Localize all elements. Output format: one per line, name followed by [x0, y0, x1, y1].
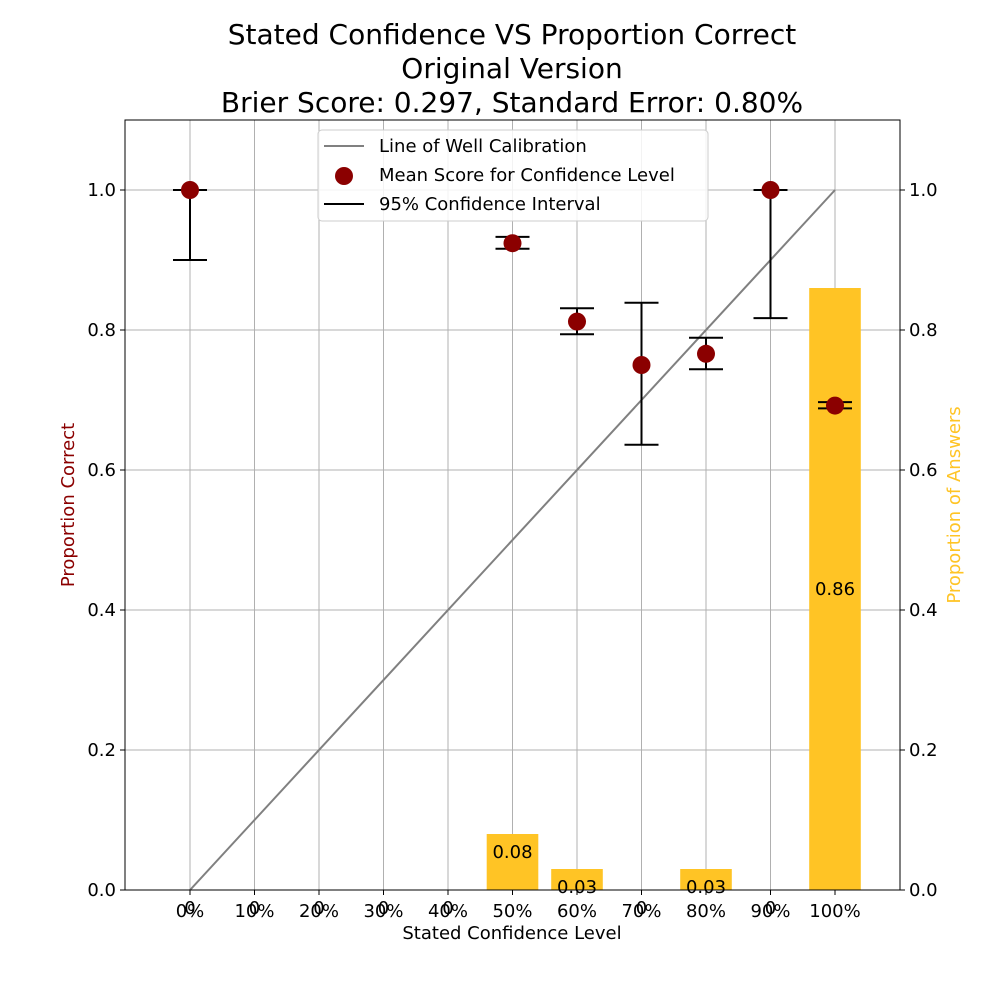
right-y-tick-label: 0.0: [909, 880, 938, 901]
mean-score-point: [503, 234, 522, 253]
x-tick-label: 70%: [621, 901, 661, 922]
right-y-axis-label: Proportion of Answers: [944, 406, 965, 603]
chart-title: Stated Confidence VS Proportion Correct …: [221, 18, 803, 119]
x-tick-label: 90%: [750, 901, 790, 922]
x-tick-label: 100%: [809, 901, 860, 922]
bar-value-label: 0.86: [815, 579, 855, 600]
left-y-tick-label: 0.4: [87, 600, 116, 621]
mean-score-point: [568, 312, 586, 331]
x-tick-label: 80%: [686, 901, 726, 922]
bar-value-label: 0: [765, 898, 776, 919]
answer-bar-100%: [809, 288, 861, 890]
right-y-axis-ticks: 0.0 0.2 0.4 0.6 0.8 1.0: [900, 180, 938, 901]
legend-mean-score-swatch: [335, 167, 353, 185]
calibration-line: [189, 189, 836, 891]
mean-score-point: [697, 344, 715, 363]
mean-score-point: [632, 356, 651, 374]
calibration-line-series: [189, 189, 836, 891]
bar-series: [486, 288, 861, 890]
bar-value-label: 0.08: [492, 842, 532, 863]
right-y-tick-label: 0.2: [909, 740, 938, 761]
left-y-axis-label: Proportion Correct: [58, 423, 79, 587]
bar-value-label: 0: [313, 898, 324, 919]
legend-ci-label: 95% Confidence Interval: [379, 194, 601, 215]
x-tick-label: 10%: [234, 901, 274, 922]
left-y-tick-label: 0.2: [87, 740, 116, 761]
x-axis-label: Stated Confidence Level: [402, 923, 621, 944]
title-line-1: Stated Confidence VS Proportion Correct: [228, 18, 797, 51]
legend: Line of Well Calibration Mean Score for …: [317, 129, 709, 222]
legend-calibration-label: Line of Well Calibration: [379, 136, 587, 157]
title-line-3: Brier Score: 0.297, Standard Error: 0.80…: [221, 86, 803, 119]
answer-bar-50%: [486, 834, 539, 890]
scatter-series: [181, 181, 844, 415]
x-tick-label: 40%: [428, 901, 468, 922]
bar-value-label: 0.03: [557, 877, 597, 898]
legend-mean-score-label: Mean Score for Confidence Level: [379, 165, 675, 186]
right-y-tick-label: 0.6: [909, 460, 938, 481]
left-y-tick-label: 1.0: [87, 180, 116, 201]
mean-score-point: [181, 181, 199, 199]
legend-box: [317, 129, 709, 222]
right-y-tick-label: 0.8: [909, 320, 938, 341]
mean-score-point: [761, 181, 780, 199]
right-y-tick-label: 1.0: [909, 180, 938, 201]
bar-value-label: 0: [636, 898, 647, 919]
left-y-axis-ticks: 0.0 0.2 0.4 0.6 0.8 1.0: [87, 180, 125, 901]
left-y-tick-label: 0.8: [87, 320, 116, 341]
left-y-tick-label: 0.0: [87, 880, 116, 901]
x-tick-label: 20%: [299, 901, 339, 922]
mean-score-point: [826, 396, 844, 415]
answer-bar-80%: [680, 869, 732, 890]
bar-value-label: 0: [184, 898, 195, 919]
x-tick-label: 60%: [557, 901, 597, 922]
bar-value-label: 0.03: [686, 877, 726, 898]
title-line-2: Original Version: [401, 52, 622, 85]
x-axis-ticks: 0% 10% 20% 30% 40% 50% 60% 70% 80% 90% 100%: [176, 890, 861, 922]
bar-value-label: 0: [378, 898, 389, 919]
x-tick-label: 50%: [492, 901, 532, 922]
x-tick-label: 30%: [363, 901, 403, 922]
left-y-tick-label: 0.6: [87, 460, 116, 481]
right-y-tick-label: 0.4: [909, 600, 938, 621]
bar-value-label: 0: [249, 898, 260, 919]
bar-labels: 0 0 0 0 0 0.08 0.03 0 0.03 0 0.86: [184, 579, 855, 919]
answer-bar-60%: [551, 869, 603, 890]
x-tick-label: 0%: [176, 901, 205, 922]
bar-value-label: 0: [442, 898, 453, 919]
